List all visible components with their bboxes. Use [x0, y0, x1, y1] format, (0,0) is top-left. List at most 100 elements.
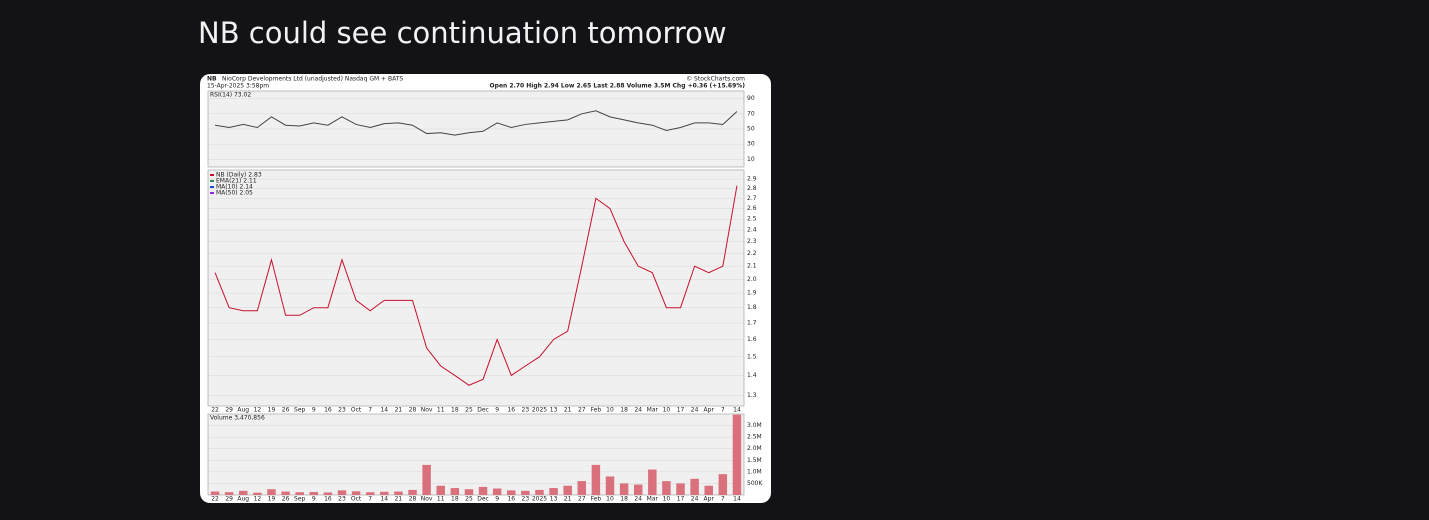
volume-bar	[718, 474, 728, 495]
x-tick-label: 7	[368, 496, 372, 503]
date: 15-Apr-2025 3:58pm	[207, 83, 269, 90]
volume-bar	[478, 486, 488, 495]
y-tick-label: 70	[747, 110, 755, 117]
volume-bar	[408, 489, 417, 495]
rsi-line	[214, 110, 738, 136]
x-tick-label: Apr	[704, 496, 715, 503]
y-tick-label: 2.9	[747, 176, 757, 183]
x-tick-label: Sep	[294, 496, 306, 503]
y-tick-label: 1.6	[747, 336, 757, 343]
x-tick-label: 23	[338, 496, 346, 503]
symbol: NB	[207, 76, 217, 83]
y-tick-label: 1.5	[747, 353, 757, 360]
x-tick-label: 10	[663, 407, 671, 414]
x-tick-label: 27	[578, 407, 586, 414]
volume-bar	[267, 489, 276, 495]
x-tick-label: 17	[677, 407, 685, 414]
price-panel	[207, 169, 745, 407]
x-tick-label: 17	[677, 496, 685, 503]
legend-swatch	[210, 174, 214, 176]
volume-bar	[239, 490, 248, 495]
x-tick-label: 21	[564, 496, 572, 503]
x-tick-label: Mar	[647, 407, 659, 414]
legend-swatch	[210, 192, 214, 194]
legend-swatch	[210, 180, 214, 182]
x-tick-label: 16	[324, 407, 332, 414]
x-tick-label: 11	[437, 407, 445, 414]
volume-bar	[422, 464, 431, 495]
legend-swatch	[210, 186, 214, 188]
x-tick-label: 24	[634, 496, 642, 503]
x-tick-label: Sep	[294, 407, 306, 414]
y-tick-label: 1.0M	[747, 468, 762, 475]
volume-bar	[605, 476, 615, 495]
volume-bar	[619, 483, 629, 495]
y-tick-label: 2.5M	[747, 434, 762, 441]
y-tick-label: 1.9	[747, 290, 757, 297]
x-tick-label: 9	[495, 496, 499, 503]
x-tick-label: 29	[225, 407, 233, 414]
x-tick-label: 29	[225, 496, 233, 503]
x-tick-label: Nov	[421, 407, 433, 414]
x-tick-label: Aug	[237, 496, 249, 503]
y-tick-label: 2.3	[747, 238, 757, 245]
x-tick-label: Feb	[591, 496, 602, 503]
quote: Open 2.70 High 2.94 Low 2.65 Last 2.88 V…	[490, 83, 746, 90]
x-tick-label: 25	[465, 496, 473, 503]
x-tick-label: 23	[522, 407, 530, 414]
y-tick-label: 2.7	[747, 195, 757, 202]
legend-entry: EMA(21) 2.11	[216, 178, 257, 185]
x-tick-label: 23	[338, 407, 346, 414]
company: NioCorp Developments Ltd (unadjusted) Na…	[222, 76, 403, 83]
x-tick-label: 26	[282, 407, 290, 414]
x-tick-label: 7	[721, 496, 725, 503]
volume-bar	[253, 492, 262, 495]
volume-bar	[281, 491, 290, 495]
y-tick-label: 1.7	[747, 320, 757, 327]
x-tick-label: Aug	[237, 407, 249, 414]
x-tick-label: Oct	[351, 496, 362, 503]
volume-bar	[577, 481, 587, 495]
x-tick-label: 12	[254, 407, 262, 414]
x-tick-label: 9	[312, 407, 316, 414]
volume-bar	[436, 485, 445, 495]
x-tick-label: 16	[324, 496, 332, 503]
y-tick-label: 1.8	[747, 304, 757, 311]
y-tick-label: 2.8	[747, 185, 757, 192]
volume-bar	[591, 464, 601, 495]
y-tick-label: 10	[747, 156, 755, 163]
legend-entry: MA(10) 2.14	[216, 184, 253, 191]
y-tick-label: 2.0	[747, 276, 757, 283]
x-tick-label: Apr	[704, 407, 715, 414]
volume-bar	[507, 490, 516, 495]
x-tick-label: 14	[733, 407, 741, 414]
y-tick-label: 1.4	[747, 372, 757, 379]
x-tick-label: Oct	[351, 407, 362, 414]
volume-bar	[323, 492, 333, 495]
x-tick-label: 16	[507, 496, 515, 503]
y-tick-label: 1.5M	[747, 457, 762, 464]
price-line	[214, 185, 738, 386]
y-tick-label: 2.5	[747, 216, 757, 223]
x-tick-label: 13	[550, 496, 558, 503]
volume-bar	[337, 490, 347, 495]
x-tick-label: 26	[282, 496, 290, 503]
volume-bar	[662, 481, 671, 495]
volume-bar	[394, 491, 403, 495]
volume-bar	[309, 491, 319, 495]
y-tick-label: 3.0M	[747, 422, 762, 429]
y-tick-label: 1.3	[747, 392, 757, 399]
x-tick-label: 19	[268, 496, 276, 503]
y-tick-label: 2.0M	[747, 445, 762, 452]
x-tick-label: 23	[522, 496, 530, 503]
rsi-label: RSI(14) 73.02	[210, 92, 251, 99]
x-tick-label: 14	[380, 407, 388, 414]
x-tick-label: 14	[733, 496, 741, 503]
x-tick-label: 2025	[532, 496, 547, 503]
y-tick-label: 30	[747, 141, 755, 148]
volume-bar	[224, 492, 234, 495]
volume-bar	[732, 414, 742, 495]
volume-bar	[648, 469, 657, 495]
